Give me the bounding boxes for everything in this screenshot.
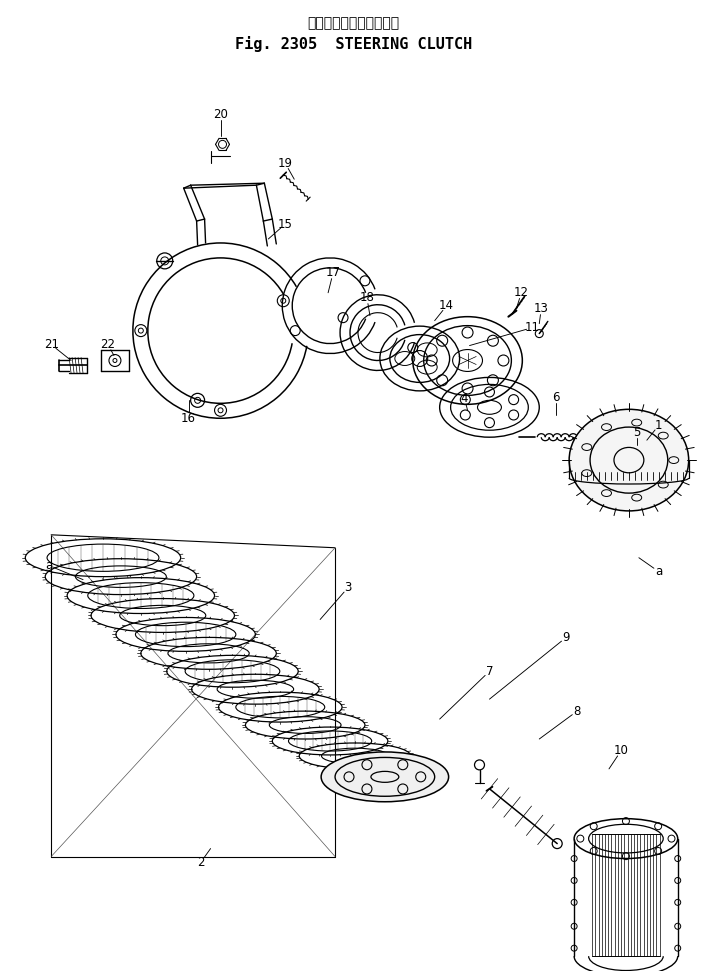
Text: 2: 2 <box>197 856 204 869</box>
Text: a: a <box>45 559 53 572</box>
Text: 19: 19 <box>278 157 293 169</box>
Ellipse shape <box>569 410 689 511</box>
Text: 22: 22 <box>100 338 115 351</box>
Text: 11: 11 <box>525 321 540 334</box>
Text: 15: 15 <box>278 218 293 231</box>
Text: 5: 5 <box>633 426 641 439</box>
Text: 18: 18 <box>359 291 375 305</box>
Text: 4: 4 <box>461 392 468 405</box>
Text: 16: 16 <box>181 412 196 425</box>
Text: 7: 7 <box>486 665 493 678</box>
Text: 12: 12 <box>514 286 529 300</box>
Text: 3: 3 <box>344 581 351 595</box>
Ellipse shape <box>321 752 449 802</box>
Text: 8: 8 <box>573 704 581 718</box>
Text: 6: 6 <box>552 391 560 404</box>
Text: 21: 21 <box>44 338 59 351</box>
Text: 20: 20 <box>213 108 228 121</box>
Text: ステアリング　クラッチ: ステアリング クラッチ <box>308 16 399 30</box>
Text: 17: 17 <box>326 267 341 279</box>
Text: 1: 1 <box>655 418 662 432</box>
Text: 10: 10 <box>614 744 629 757</box>
Text: 9: 9 <box>562 631 570 644</box>
Text: 14: 14 <box>439 300 454 312</box>
Text: 13: 13 <box>534 303 549 315</box>
Text: Fig. 2305  STEERING CLUTCH: Fig. 2305 STEERING CLUTCH <box>235 36 472 52</box>
Text: a: a <box>655 565 662 578</box>
